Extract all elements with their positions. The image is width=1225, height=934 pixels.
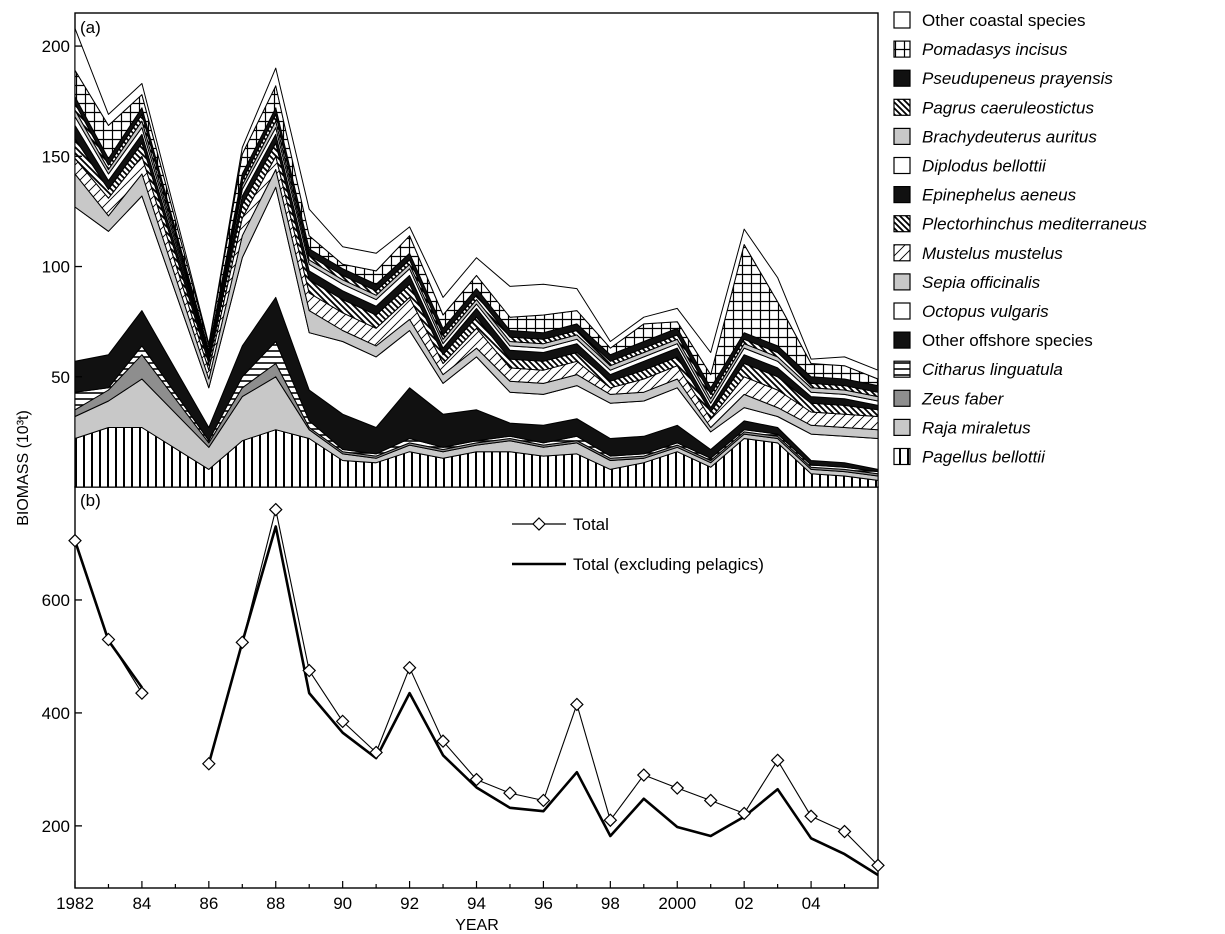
line-total-excluding-pelagics-0 (73, 540, 143, 689)
ytick-label-a: 200 (42, 37, 70, 56)
point-total-1982 (68, 533, 82, 548)
legend-label-pagellus-bellottii: Pagellus bellottii (922, 448, 1046, 467)
legend-label-zeus-faber: Zeus faber (921, 389, 1005, 408)
ytick-label-a: 100 (42, 258, 70, 277)
legend-label-raja-miraletus: Raja miraletus (922, 418, 1031, 437)
xtick-label: 2000 (658, 894, 696, 913)
panel-b-label: (b) (80, 491, 101, 510)
point-total-2006 (871, 858, 885, 873)
point-total-2001 (703, 793, 718, 808)
ytick-label-b: 600 (42, 591, 70, 610)
legend-label-sepia-officinalis: Sepia officinalis (922, 273, 1041, 292)
ytick-label-a: 50 (51, 368, 70, 387)
panel-b-xticks: 1982 84 86 88 90 92 94 96 98 2000 02 04 (56, 881, 846, 913)
point-total-1988 (268, 502, 283, 517)
point-total-1997 (570, 697, 584, 712)
xtick-label: 94 (467, 894, 486, 913)
point-total-1999 (636, 768, 651, 782)
legend-swatch-mustelus-mustelus (893, 244, 911, 262)
legend-swatch-zeus-faber (893, 389, 911, 407)
legend-label-pagrus-caeruleostictus: Pagrus caeruleostictus (922, 98, 1094, 117)
legend-label-mustelus-mustelus: Mustelus mustelus (922, 244, 1063, 263)
point-total-1986 (201, 756, 216, 771)
point-total-2005 (837, 824, 852, 839)
area-other-coastal-species (74, 27, 879, 380)
ytick-label-a: 150 (42, 147, 70, 166)
xtick-label: 02 (735, 894, 754, 913)
point-total-2002 (737, 806, 752, 821)
point-total-2004 (804, 809, 818, 824)
xtick-label: 98 (601, 894, 620, 913)
x-axis-title: YEAR (455, 917, 499, 934)
point-total-1984 (135, 686, 149, 700)
point-total-1989 (302, 663, 317, 678)
legend-swatch-raja-miraletus (893, 418, 911, 436)
legend-label-other-coastal-species: Other coastal species (922, 11, 1085, 30)
legend-swatch-diplodus-bellottii (893, 156, 911, 175)
legend-label-pomadasys-incisus: Pomadasys incisus (922, 40, 1068, 59)
legend-swatch-octopus-vulgaris (893, 302, 911, 320)
legend-swatch-epinephelus-aeneus (893, 186, 911, 204)
panel-a-label: (a) (80, 18, 101, 37)
legend-swatch-pomadasys-incisus (893, 40, 911, 58)
legend-label-pseudupeneus-prayensis: Pseudupeneus prayensis (922, 69, 1113, 88)
point-total-1990 (335, 714, 350, 729)
xtick-label: 84 (132, 894, 151, 913)
panel-b-yticks: 200 400 600 (42, 591, 82, 836)
point-total-1993 (436, 734, 450, 749)
legend-label-octopus-vulgaris: Octopus vulgaris (922, 302, 1049, 321)
xtick-label: 1982 (56, 894, 94, 913)
panel-b-lines (68, 502, 885, 877)
ytick-label-b: 400 (42, 704, 70, 723)
point-total-1998 (603, 813, 618, 828)
point-total-1987 (235, 635, 250, 650)
legend-swatch-citharus-linguatula (893, 360, 911, 378)
legend-label-citharus-linguatula: Citharus linguatula (922, 360, 1063, 379)
panel-b-frame (74, 486, 879, 889)
xtick-label: 92 (400, 894, 419, 913)
panel-a-areas (74, 27, 879, 488)
point-total-1996 (536, 793, 551, 808)
legend-label-other-offshore-species: Other offshore species (922, 331, 1093, 350)
point-total-1992 (402, 660, 417, 675)
legend-label-epinephelus-aeneus: Epinephelus aeneus (922, 186, 1077, 205)
legend-label-total-excluding-pelagics: Total (excluding pelagics) (573, 555, 764, 574)
legend-swatch-plectorhinchus-mediterraneus (893, 215, 911, 233)
point-total-1995 (503, 786, 517, 800)
point-total-1983 (101, 632, 116, 647)
point-total-2000 (670, 781, 685, 795)
legend-label-diplodus-bellottii: Diplodus bellottii (922, 157, 1047, 176)
panel-a-yticks: 50 100 150 200 (42, 37, 82, 387)
point-total-1991 (369, 745, 383, 760)
y-axis-title: BIOMASS (10³t) (15, 410, 32, 526)
legend-swatch-other-offshore-species (893, 331, 911, 349)
xtick-label: 88 (266, 894, 285, 913)
legend-swatch-brachydeuterus-auritus (893, 127, 911, 145)
legend-swatch-pseudupeneus-prayensis (893, 69, 911, 87)
xtick-label: 96 (534, 894, 553, 913)
xtick-label: 04 (802, 894, 821, 913)
ytick-label-b: 200 (42, 817, 70, 836)
legend-swatch-pagellus-bellottii (893, 447, 911, 466)
legend-marker-total (532, 517, 546, 531)
legend-swatch-other-coastal-species (893, 11, 911, 29)
line-total-0 (74, 540, 143, 694)
legend-swatch-pagrus-caeruleostictus (893, 98, 911, 116)
point-total-1994 (469, 772, 484, 787)
xtick-label: 86 (199, 894, 218, 913)
panel-a-legend: Other coastal species Pomadasys incisus Ps… (893, 11, 1147, 467)
point-total-2003 (770, 753, 785, 768)
legend-label-brachydeuterus-auritus: Brachydeuterus auritus (922, 127, 1097, 146)
xtick-label: 90 (333, 894, 352, 913)
legend-swatch-sepia-officinalis (893, 273, 911, 291)
line-total-excluding-pelagics-1 (207, 525, 879, 877)
legend-label-total: Total (573, 515, 609, 534)
panel-b-legend: Total Total (excluding pelagics) (512, 515, 764, 574)
legend-label-plectorhinchus-mediterraneus: Plectorhinchus mediterraneus (922, 215, 1147, 234)
